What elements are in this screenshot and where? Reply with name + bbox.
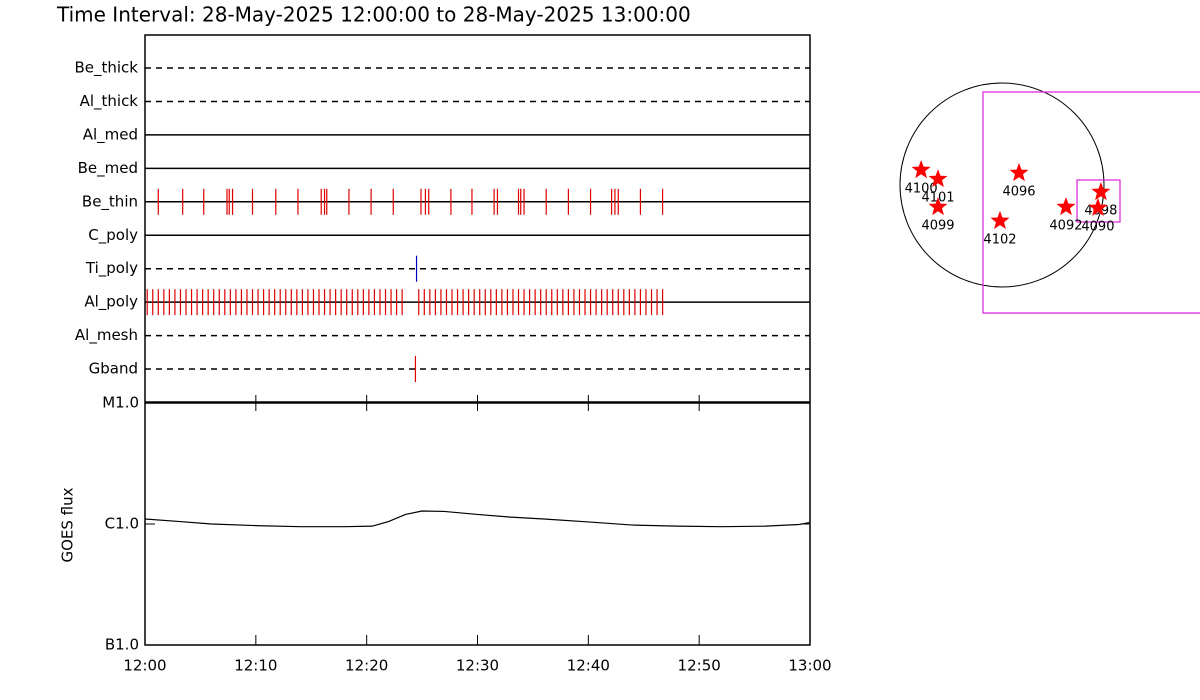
region-label: 4096: [1002, 184, 1035, 199]
row-label: Be_thin: [82, 192, 138, 211]
active-region: [928, 197, 948, 216]
y-tick-label: C1.0: [105, 515, 139, 533]
x-tick-label: 12:40: [567, 657, 610, 675]
active-region: [911, 160, 931, 179]
fov-box: [1076, 179, 1121, 223]
region-label: 4090: [1081, 219, 1114, 234]
region-label: 4100: [905, 182, 938, 197]
y-tick-label: M1.0: [102, 394, 139, 412]
active-region: [1091, 182, 1111, 201]
active-region: [928, 169, 948, 188]
row-label: Al_mesh: [75, 326, 138, 345]
x-tick-label: 12:50: [678, 657, 721, 675]
row-label: Al_poly: [84, 293, 138, 312]
x-tick-label: 12:00: [123, 657, 166, 675]
y-axis-label: GOES flux: [59, 487, 77, 562]
x-tick-label: 12:30: [456, 657, 499, 675]
row-label: Al_med: [83, 125, 138, 144]
x-tick-label: 13:00: [788, 657, 831, 675]
region-label: 4102: [983, 232, 1016, 247]
row-label: Be_thick: [74, 59, 138, 78]
active-region: [1056, 197, 1076, 216]
active-region: [1088, 197, 1108, 216]
y-tick-label: B1.0: [105, 636, 139, 654]
goes-curve: [144, 510, 811, 528]
active-region: [1009, 163, 1029, 182]
timeline-frame: [144, 34, 811, 403]
fov-box: [982, 91, 1200, 314]
active-region: [990, 210, 1010, 229]
row-label: C_poly: [88, 226, 138, 245]
row-label: Gband: [89, 360, 138, 378]
x-tick-label: 12:10: [234, 657, 277, 675]
solar-disk: [899, 82, 1105, 288]
region-label: 4092: [1049, 218, 1082, 233]
row-label: Al_thick: [80, 92, 139, 111]
goes-frame: [144, 402, 811, 646]
region-label: 4099: [921, 218, 954, 233]
row-label: Be_med: [78, 159, 138, 178]
chart-title: Time Interval: 28-May-2025 12:00:00 to 2…: [56, 3, 691, 27]
row-label: Ti_poly: [85, 259, 138, 278]
x-tick-label: 12:20: [345, 657, 388, 675]
